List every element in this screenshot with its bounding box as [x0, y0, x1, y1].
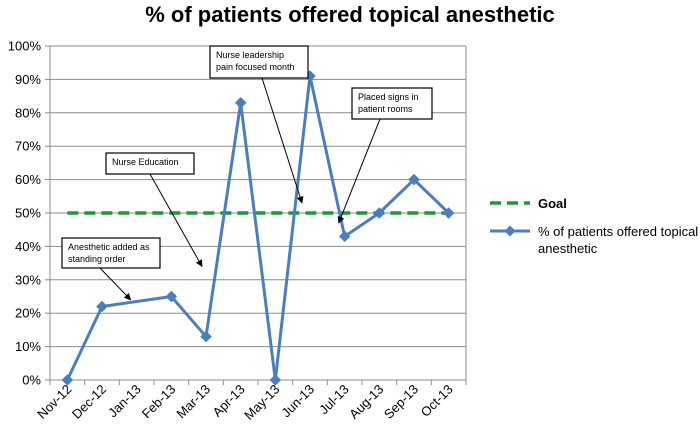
annotation-arrow [149, 173, 203, 268]
x-tick-label: May-13 [241, 382, 282, 423]
annotation-box [61, 237, 161, 269]
data-point-marker [61, 374, 74, 386]
annotation-box [209, 45, 309, 79]
data-point-marker [200, 330, 212, 343]
data-point-marker [442, 207, 455, 219]
y-tick-label: 90% [15, 72, 41, 87]
data-point-marker [234, 96, 247, 109]
y-tick-label: 70% [15, 139, 41, 154]
y-tick-label: 30% [15, 272, 41, 287]
y-tick-label: 80% [15, 105, 41, 120]
legend-goal-label: Goal [538, 196, 567, 211]
x-tick-label: Jan-13 [105, 382, 144, 421]
data-point-marker [373, 207, 386, 219]
annotation-text: pain focused month [216, 62, 295, 72]
legend-series-marker [504, 225, 516, 237]
annotation-text: patient rooms [358, 104, 413, 114]
annotation-arrow [337, 118, 381, 224]
x-tick-label: Aug-13 [346, 382, 386, 422]
annotation-callout: Nurse Education [105, 152, 203, 268]
x-tick-label: Jun-13 [278, 382, 317, 421]
annotation-callout: Anesthetic added as standing order [61, 237, 161, 301]
annotation-text: Nurse leadership [216, 50, 284, 60]
x-tick-label: Dec-12 [69, 382, 109, 422]
legend-series-label: anesthetic [538, 241, 598, 256]
y-tick-label: 60% [15, 172, 41, 187]
legend-series-label: % of patients offered topical [538, 224, 698, 239]
data-point-marker [408, 173, 420, 186]
data-point-marker [96, 300, 108, 313]
data-point-marker [269, 374, 282, 386]
x-tick-label: Nov-12 [34, 382, 74, 422]
x-tick-label: Oct-13 [418, 382, 456, 420]
y-tick-label: 50% [15, 206, 41, 221]
annotation-callout: Nurse leadership pain focused month [209, 45, 309, 204]
y-tick-label: 0% [22, 373, 41, 388]
x-tick-label: Mar-13 [173, 382, 213, 422]
x-tick-label: Sep-13 [381, 382, 421, 422]
annotations: Anesthetic added as standing order Nurse E… [61, 45, 433, 301]
annotation-text: Anesthetic added as [68, 242, 150, 252]
annotation-arrow [261, 77, 304, 204]
x-tick-label: Feb-13 [139, 382, 179, 422]
annotation-text: Placed signs in [358, 92, 419, 102]
legend: Goal % of patients offered topical anesthe… [490, 196, 698, 256]
chart-title: % of patients offered topical anesthetic [145, 2, 555, 27]
y-tick-label: 10% [15, 339, 41, 354]
y-tick-label: 40% [15, 239, 41, 254]
data-point-marker [165, 290, 178, 303]
data-point-marker [338, 230, 351, 243]
annotation-box [351, 87, 433, 120]
series-line [65, 74, 450, 382]
annotation-arrow [99, 267, 132, 301]
y-tick-label: 20% [15, 306, 41, 321]
y-tick-label: 100% [8, 39, 42, 54]
annotation-text: standing order [68, 254, 126, 264]
annotation-text: Nurse Education [112, 157, 179, 167]
annotation-callout: Placed signs in patient rooms [337, 87, 433, 224]
